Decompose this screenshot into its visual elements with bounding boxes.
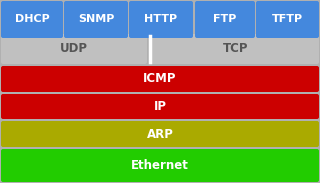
Text: IP: IP — [154, 100, 166, 113]
FancyBboxPatch shape — [1, 34, 147, 64]
Text: DHCP: DHCP — [15, 14, 49, 25]
Text: Ethernet: Ethernet — [131, 159, 189, 172]
FancyBboxPatch shape — [129, 1, 193, 38]
FancyBboxPatch shape — [195, 1, 255, 38]
Text: ICMP: ICMP — [143, 72, 177, 85]
FancyBboxPatch shape — [150, 34, 319, 64]
FancyBboxPatch shape — [1, 94, 319, 119]
FancyBboxPatch shape — [1, 121, 319, 147]
Text: FTP: FTP — [213, 14, 237, 25]
Text: HTTP: HTTP — [144, 14, 178, 25]
Text: TFTP: TFTP — [272, 14, 303, 25]
Text: SNMP: SNMP — [78, 14, 114, 25]
Text: ARP: ARP — [147, 128, 173, 141]
FancyBboxPatch shape — [1, 149, 319, 182]
Text: TCP: TCP — [223, 42, 249, 55]
FancyBboxPatch shape — [1, 66, 319, 92]
FancyBboxPatch shape — [1, 1, 63, 38]
Text: UDP: UDP — [60, 42, 88, 55]
FancyBboxPatch shape — [256, 1, 319, 38]
FancyBboxPatch shape — [64, 1, 128, 38]
